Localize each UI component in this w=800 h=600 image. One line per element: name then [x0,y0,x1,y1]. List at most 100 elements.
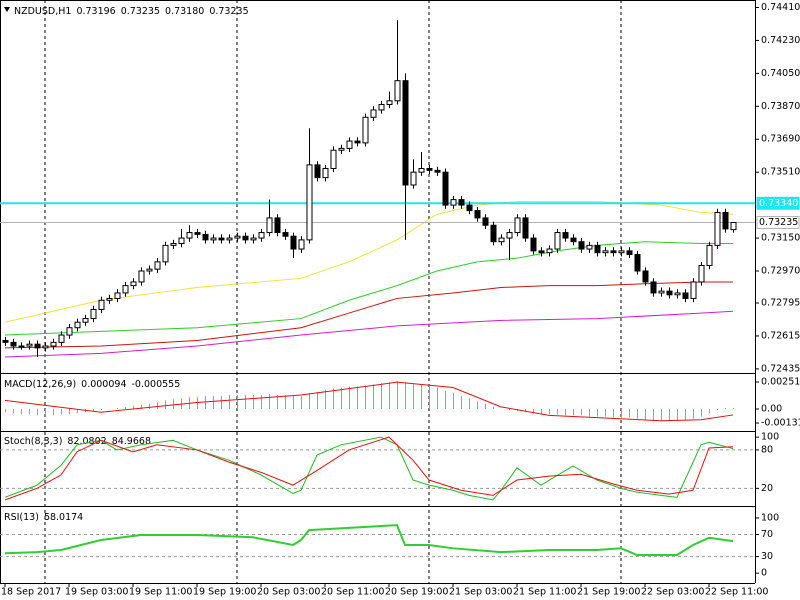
candle-body [706,244,713,267]
x-tick-label: 20 Sep 03:00 [257,587,320,598]
candle-body [722,211,729,230]
candle-body [66,327,73,336]
y-tick-label: 0.73510 [761,167,800,178]
price-level-label: 0.73340 [759,198,798,209]
candle-body [18,345,25,348]
header-value: 0.73196 [76,6,115,17]
candle-body [682,292,689,299]
y-tick-label: 70 [761,529,773,540]
candle-body [210,237,217,241]
candle-body [146,268,153,272]
header-value: 84.9668 [112,436,151,447]
candle-body [418,168,425,173]
candle-body [354,140,361,144]
candle-body [202,233,209,241]
candle-body [154,261,161,270]
y-tick-label: 100 [761,512,779,523]
y-tick-label: 0.73870 [761,101,800,112]
candle-body [674,292,681,296]
candle-body [330,149,337,170]
candle-body [226,237,233,241]
candle-body [714,211,721,246]
candle-body [130,281,137,287]
y-tick-label: 0 [761,568,767,579]
x-tick-label: 19 Sep 11:00 [129,587,192,598]
x-tick-label: 21 Sep 11:00 [513,587,576,598]
header-value: 0.73235 [121,6,160,17]
pane-header: Stoch(8,3,3) 82.0802 84.9668 [4,436,151,447]
candle-body [562,232,569,239]
price-level-label: 0.73235 [759,217,798,228]
candle-body [362,116,369,144]
candle-body [626,250,633,256]
pane-header: NZDUSD,H1 0.73196 0.73235 0.73180 0.73235 [14,6,249,17]
candle-body [170,243,177,246]
pane-header: RSI(13) 58.0174 [4,512,83,523]
candle-body [58,334,65,343]
candle-body [458,199,465,206]
header-value: 0.73180 [165,6,204,17]
candle-body [194,232,201,235]
y-tick-label: 0.73150 [761,233,800,244]
candle-body [426,168,433,171]
y-tick-label: 30 [761,551,773,562]
price-level-box [756,196,800,210]
candle-body [498,237,505,243]
x-tick-label: 19 Sep 19:00 [193,587,256,598]
header-title: RSI(13) [4,512,39,523]
candle-body [290,235,297,250]
moving-average [4,310,734,358]
candle-body [666,290,673,296]
x-tick-label: 20 Sep 11:00 [321,587,384,598]
moving-average [4,200,734,323]
candle-body [98,299,105,310]
candle-body [162,244,169,263]
candle-body [482,217,489,226]
header-title: Stoch(8,3,3) [4,436,62,447]
x-tick-label: 19 Sep 03:00 [65,587,128,598]
y-tick-label: 0.72795 [761,298,800,309]
x-tick-label: 22 Sep 11:00 [705,587,768,598]
candle-body [10,341,17,347]
pane-header: MACD(12,26,9) 0.000094 -0.000555 [4,379,180,390]
candle-body [26,343,33,347]
candle-body [442,171,449,206]
price-level-box [756,215,800,229]
x-tick-label: 22 Sep 03:00 [641,587,704,598]
header-title: MACD(12,26,9) [4,379,76,390]
moving-average [4,241,733,336]
candle-body [266,217,273,234]
candle-body [410,171,417,186]
x-tick-label: 21 Sep 03:00 [449,587,512,598]
candle-body [314,164,321,179]
y-tick-label: 0.00 [761,403,782,414]
candle-body [138,270,145,283]
y-tick-label: 0.74410 [761,2,800,13]
candle-body [34,343,41,349]
candle-body [250,237,257,241]
y-tick-label: 0.72615 [761,330,800,341]
candle-body [490,224,497,243]
candle-body [602,250,609,254]
candle-body [370,109,377,118]
y-tick-label: 0.74230 [761,35,800,46]
y-tick-label: 100 [761,432,779,443]
candle-body [186,232,193,239]
candle-body [42,345,49,349]
candle-body [530,237,537,252]
candle-body [514,217,521,234]
header-value: 82.0802 [67,436,106,447]
x-tick-label: 18 Sep 2017 [1,587,61,598]
candle-body [50,341,57,347]
candle-body [282,232,289,237]
candle-body [634,254,641,272]
candle-body [394,80,401,102]
candle-body [298,239,305,250]
candle-body [306,164,313,241]
candle-body [386,100,393,105]
symbol-icon [4,7,10,12]
y-tick-label: -0.001311 [761,418,800,429]
candle-body [90,308,97,320]
candle-body [242,235,249,241]
candle-body [450,199,457,206]
